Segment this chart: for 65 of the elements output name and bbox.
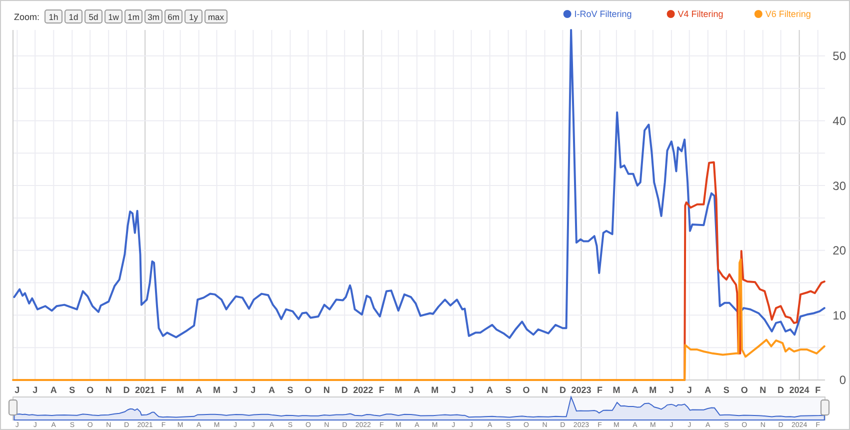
y-tick-label: 0 [839, 373, 846, 388]
x-tick-label: O [304, 385, 312, 395]
x-tick-label: O [522, 385, 530, 395]
x-tick-label: S [505, 385, 512, 395]
x-tick-label: D [341, 385, 348, 395]
x-tick-label: 2021 [135, 385, 156, 395]
y-tick-label: 30 [832, 178, 846, 193]
zoom-button: 1d [64, 10, 82, 24]
zoom-button: 1h [44, 10, 62, 24]
x-tick-label: J [668, 385, 674, 395]
x-tick-label: M [176, 385, 184, 395]
text: Zoom: [14, 12, 40, 22]
y-tick-label: 10 [832, 308, 846, 322]
x-tick-label: J [450, 385, 456, 395]
x-tick-label: M [431, 385, 439, 395]
x-tick-label: D [123, 385, 130, 395]
x-tick-label: N [105, 385, 112, 395]
x-tick-label: A [268, 385, 276, 395]
x-tick-label: M [649, 385, 657, 395]
x-tick-label: D [559, 385, 566, 395]
zoom-button: 1m [124, 10, 142, 24]
zoom-button: 1w [104, 10, 122, 24]
x-tick-label: M [212, 385, 220, 395]
x-tick-label: J [232, 385, 238, 395]
x-tick-label: J [686, 385, 692, 395]
x-tick-label: F [160, 385, 167, 395]
x-tick-label: N [323, 385, 330, 395]
zoom-button: 6m [164, 10, 182, 24]
zoom-button: 3m [144, 10, 162, 24]
x-tick-label: S [287, 385, 294, 395]
x-tick-label: J [468, 385, 474, 395]
legend-label: V4 Filtering [678, 9, 724, 19]
x-tick-label: 2022 [353, 385, 374, 395]
x-tick-label: J [250, 385, 256, 395]
x-tick-label: A [632, 385, 639, 395]
zoom-button: 5d [84, 10, 102, 24]
x-tick-label: M [394, 385, 402, 395]
x-tick-label: S [69, 385, 76, 395]
x-tick-label: 2023 [571, 385, 592, 395]
x-tick-label: A [486, 385, 494, 395]
x-tick-label: M [612, 385, 620, 395]
x-tick-label: N [760, 385, 766, 395]
x-tick-label: A [50, 385, 58, 395]
legend-label: V6 Filtering [765, 9, 811, 19]
x-tick-label: S [723, 385, 730, 395]
x-tick-label: A [704, 385, 712, 395]
y-tick-label: 20 [832, 244, 846, 258]
x-tick-label: O [86, 385, 94, 395]
x-tick-label: J [32, 385, 38, 395]
legend-label: I-RoV Filtering [574, 9, 632, 19]
x-tick-label: N [542, 385, 548, 395]
x-tick-label: D [778, 385, 785, 395]
zoom-button: 1y [184, 10, 202, 24]
x-tick-label: F [378, 385, 385, 395]
y-tick-label: 50 [832, 49, 846, 64]
zoom-button: max [204, 10, 228, 24]
x-tick-label: O [740, 385, 748, 395]
y-tick-label: 40 [832, 114, 846, 128]
x-tick-label: A [196, 385, 203, 395]
x-tick-label: F [596, 385, 603, 395]
x-tick-label: A [414, 385, 421, 395]
line-series [13, 29, 826, 339]
x-tick-label: F [815, 385, 822, 395]
x-tick-label: 2024 [789, 385, 810, 395]
x-tick-label: J [14, 385, 20, 395]
